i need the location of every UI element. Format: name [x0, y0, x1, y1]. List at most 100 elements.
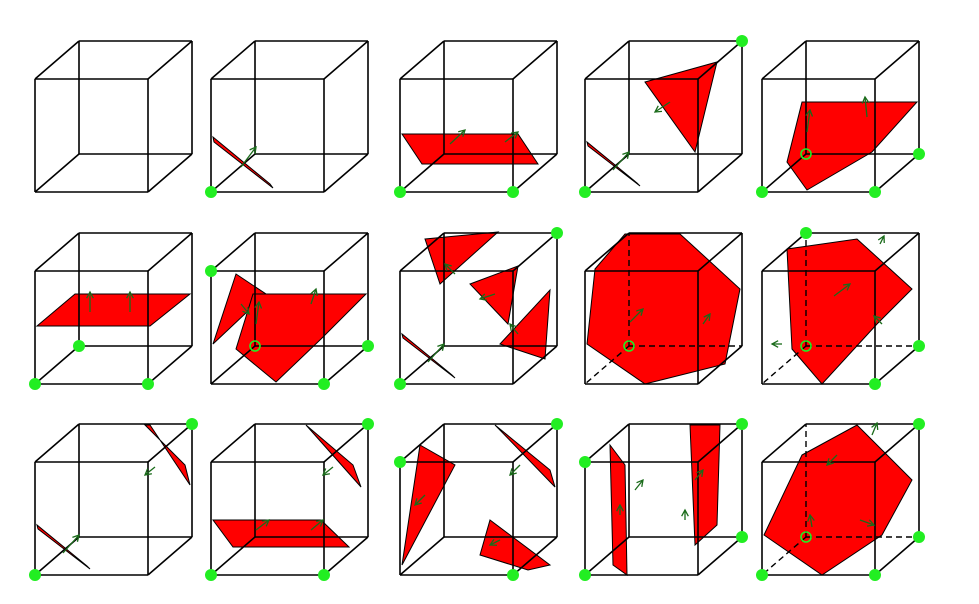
- normal-arrow: [240, 303, 250, 315]
- cube-edge: [512, 536, 558, 576]
- vertex-marker: [362, 418, 374, 430]
- case-cell: [205, 40, 369, 198]
- normal-arrowhead: [316, 519, 325, 527]
- vertex-marker: [205, 265, 217, 277]
- vertex-marker: [551, 227, 563, 239]
- case-cell: [29, 418, 198, 581]
- normal-arrow: [489, 539, 501, 546]
- vertex-marker: [579, 456, 591, 468]
- cube-edge: [874, 536, 920, 576]
- vertex-marker: [913, 148, 925, 160]
- cube-edge: [210, 423, 256, 463]
- vertex-marker: [756, 569, 768, 581]
- normal-arrow: [310, 519, 324, 531]
- hidden-vertex-marker: [800, 531, 812, 543]
- iso-surface-triangle: [212, 135, 274, 189]
- iso-surface-triangle: [763, 424, 913, 576]
- vertex-marker: [551, 418, 563, 430]
- iso-surface-triangle: [143, 424, 191, 486]
- normal-arrow: [504, 131, 519, 143]
- vertex-marker: [736, 418, 748, 430]
- cube-edge: [584, 232, 630, 272]
- iso-surface-triangle: [644, 61, 718, 154]
- normal-arrowhead: [321, 468, 331, 476]
- iso-surface-triangle: [586, 140, 641, 187]
- normal-arrow: [859, 519, 875, 526]
- iso-surface-triangle: [609, 443, 628, 576]
- cube-edge: [34, 232, 80, 272]
- normal-arrow: [414, 494, 426, 506]
- iso-surface-triangle: [786, 101, 919, 191]
- vertex-marker: [205, 569, 217, 581]
- iso-surface-triangle: [305, 424, 362, 488]
- vertex-marker: [913, 531, 925, 543]
- cube-edge: [761, 232, 807, 272]
- normal-arrowhead: [681, 508, 689, 517]
- vertex-marker: [507, 569, 519, 581]
- case-cell: [205, 418, 374, 581]
- normal-arrow: [479, 293, 496, 300]
- normal-arrow: [612, 151, 630, 171]
- cube-edge: [34, 345, 80, 385]
- normal-arrowhead: [478, 293, 488, 301]
- normal-arrowhead: [871, 421, 879, 431]
- normal-arrow: [444, 263, 456, 275]
- vertex-marker: [913, 340, 925, 352]
- normal-arrowhead: [242, 306, 250, 316]
- normal-arrow: [654, 101, 671, 113]
- vertex-marker: [756, 186, 768, 198]
- cube-edge: [874, 232, 920, 272]
- iso-surface-triangle: [689, 424, 721, 547]
- cube-edge: [761, 153, 807, 193]
- iso-surface-triangle: [35, 293, 192, 327]
- cube-edge: [512, 345, 558, 385]
- normal-arrowhead: [703, 312, 711, 322]
- normal-arrowhead: [509, 322, 517, 332]
- cube-edge: [399, 536, 445, 576]
- cube-edge: [512, 40, 558, 80]
- normal-arrow: [694, 469, 704, 481]
- normal-arrow: [806, 109, 811, 133]
- cube-edge: [512, 232, 558, 272]
- cube-edge: [697, 232, 743, 272]
- vertex-marker: [318, 569, 330, 581]
- normal-arrow: [509, 323, 519, 335]
- hidden-vertex-marker: [623, 340, 635, 352]
- iso-surface-triangle: [212, 519, 351, 548]
- cube-edge: [584, 536, 630, 576]
- cube-edge: [697, 153, 743, 193]
- vertex-marker: [29, 569, 41, 581]
- hidden-vertex-marker: [800, 340, 812, 352]
- normal-arrowhead: [653, 105, 663, 113]
- vertex-marker: [362, 340, 374, 352]
- case-cell: [205, 232, 374, 390]
- case-cell: [584, 232, 743, 385]
- cube-edge: [874, 423, 920, 463]
- normal-arrow: [449, 129, 466, 145]
- iso-surface-triangle: [36, 523, 91, 570]
- case-cell: [394, 227, 563, 390]
- vertex-marker: [394, 456, 406, 468]
- normal-arrow: [255, 519, 270, 531]
- vertex-marker: [736, 35, 748, 47]
- normal-arrow: [634, 479, 644, 491]
- normal-arrow: [629, 308, 644, 323]
- hidden-vertex-marker: [800, 148, 812, 160]
- normal-arrowhead: [636, 308, 644, 316]
- vertex-marker: [800, 227, 812, 239]
- normal-arrowhead: [636, 478, 644, 488]
- case-cell: [29, 232, 193, 390]
- cube-edge: [323, 232, 369, 272]
- normal-arrow: [310, 288, 317, 305]
- iso-surface-triangle: [786, 238, 913, 385]
- vertex-marker: [142, 378, 154, 390]
- normal-arrowhead: [310, 287, 318, 297]
- normal-arrow: [864, 96, 868, 118]
- cube-edge: [512, 423, 558, 463]
- normal-arrow: [62, 534, 80, 554]
- normal-arrow: [144, 466, 156, 476]
- normal-arrow: [871, 422, 878, 436]
- cube-edge: [399, 153, 445, 193]
- cube-edge: [874, 40, 920, 80]
